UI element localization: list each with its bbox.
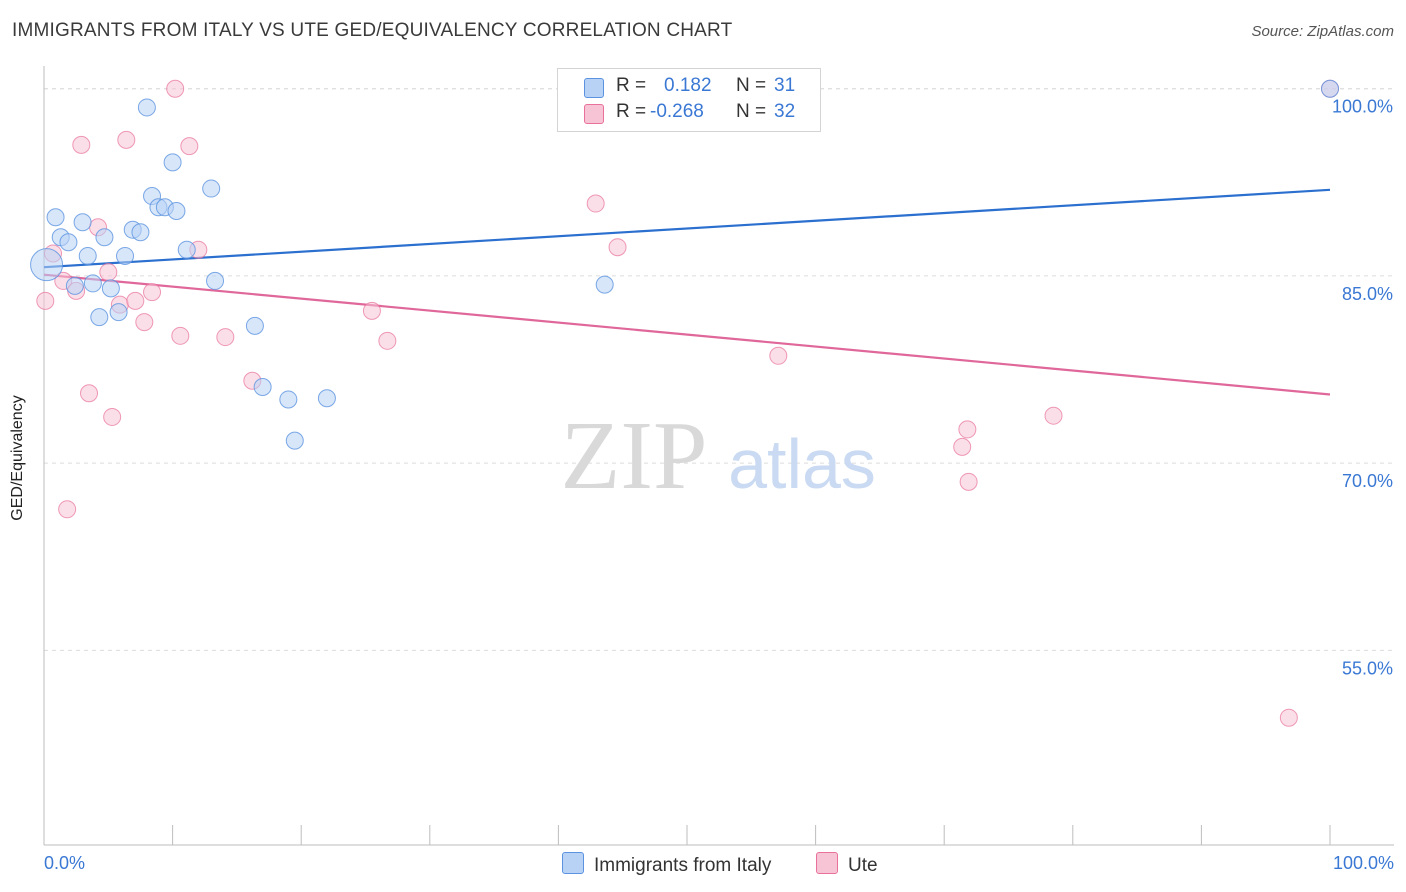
italy-point [109,303,128,322]
italy-point [279,390,298,409]
watermark-zip: ZIP [561,402,708,510]
italy-point [137,98,156,117]
ute-point [72,135,91,154]
ute-point [99,263,118,282]
italy-point [245,316,264,335]
correlation-legend: R = 0.182 N = 31 R = -0.268 N = 32 [557,68,821,132]
ute-point [953,437,972,456]
italy-point [116,246,135,265]
italy-points [30,79,1339,450]
axes [43,66,1394,846]
gridlines [44,88,1394,651]
italy-trend-line [43,188,1331,269]
ute-point [171,326,190,345]
ute-point [608,238,627,257]
legend-r-value: -0.268 [650,101,704,122]
legend-n-value: 32 [774,101,796,122]
watermark-atlas: atlas [728,425,876,503]
trend-lines [43,188,1331,396]
ute-point [586,194,605,213]
ute-point [58,500,77,519]
italy-point [73,213,92,232]
legend-r-value: 0.182 [664,75,712,96]
italy-point [177,240,196,259]
legend-n-label: N = [736,75,767,96]
ute-point [117,130,136,149]
italy-point [202,179,221,198]
italy-point [167,202,186,221]
italy-point [285,431,304,450]
ute-point [1279,708,1298,727]
italy-point [1321,79,1339,98]
x-tick-labels: 0.0% 100.0% [44,853,1394,873]
ute-point [135,313,154,332]
legend-swatch-ute [584,104,604,124]
chart-title: IMMIGRANTS FROM ITALY VS UTE GED/EQUIVAL… [12,20,733,41]
y-axis-label: GED/Equivalency [9,395,26,521]
ute-point [959,472,978,491]
italy-point [65,276,84,295]
italy-point [90,308,109,327]
italy-point [317,389,336,408]
ute-point [103,407,122,426]
y-tick-labels: 55.0% 70.0% 85.0% 100.0% [1332,97,1393,679]
y-tick-label: 85.0% [1342,284,1393,304]
italy-point [59,233,78,252]
y-tick-label: 55.0% [1342,658,1393,678]
source-label: Source: ZipAtlas.com [1251,23,1394,40]
italy-point [101,279,120,298]
italy-point [83,274,102,293]
legend-label-italy: Immigrants from Italy [594,855,772,876]
legend-swatch-italy [562,852,584,874]
italy-point [46,208,65,227]
italy-point [30,248,64,282]
watermark: ZIP atlas [561,402,876,510]
legend-r-label: R = [616,101,647,122]
ute-point [80,384,99,403]
ute-point [180,137,199,156]
italy-point [131,223,150,242]
italy-point [163,153,182,172]
ute-point [362,301,381,320]
legend-item-ute: Ute [816,852,878,877]
x-tick-label: 100.0% [1333,853,1394,873]
italy-point [206,271,225,290]
ute-point [143,283,162,302]
ute-point [958,420,977,439]
ute-point [36,291,55,310]
ute-point [378,331,397,350]
italy-point [95,228,114,247]
legend-swatch-italy [584,78,604,98]
legend-swatch-ute [816,852,838,874]
x-tick-label: 0.0% [44,853,85,873]
legend-n-value: 31 [774,75,796,96]
y-tick-label: 70.0% [1342,471,1393,491]
italy-point [253,377,272,396]
y-tick-label: 100.0% [1332,97,1393,117]
ute-point [769,346,788,365]
legend-label-ute: Ute [848,855,878,876]
legend-n-label: N = [736,101,767,122]
ute-point [1044,406,1063,425]
legend-r-label: R = [616,75,647,96]
ute-point [126,291,145,310]
legend-item-italy: Immigrants from Italy [562,852,771,877]
italy-point [595,275,614,294]
ute-point [166,79,185,98]
ute-trend-line [43,273,1331,396]
italy-point [78,246,97,265]
ute-point [216,328,235,347]
